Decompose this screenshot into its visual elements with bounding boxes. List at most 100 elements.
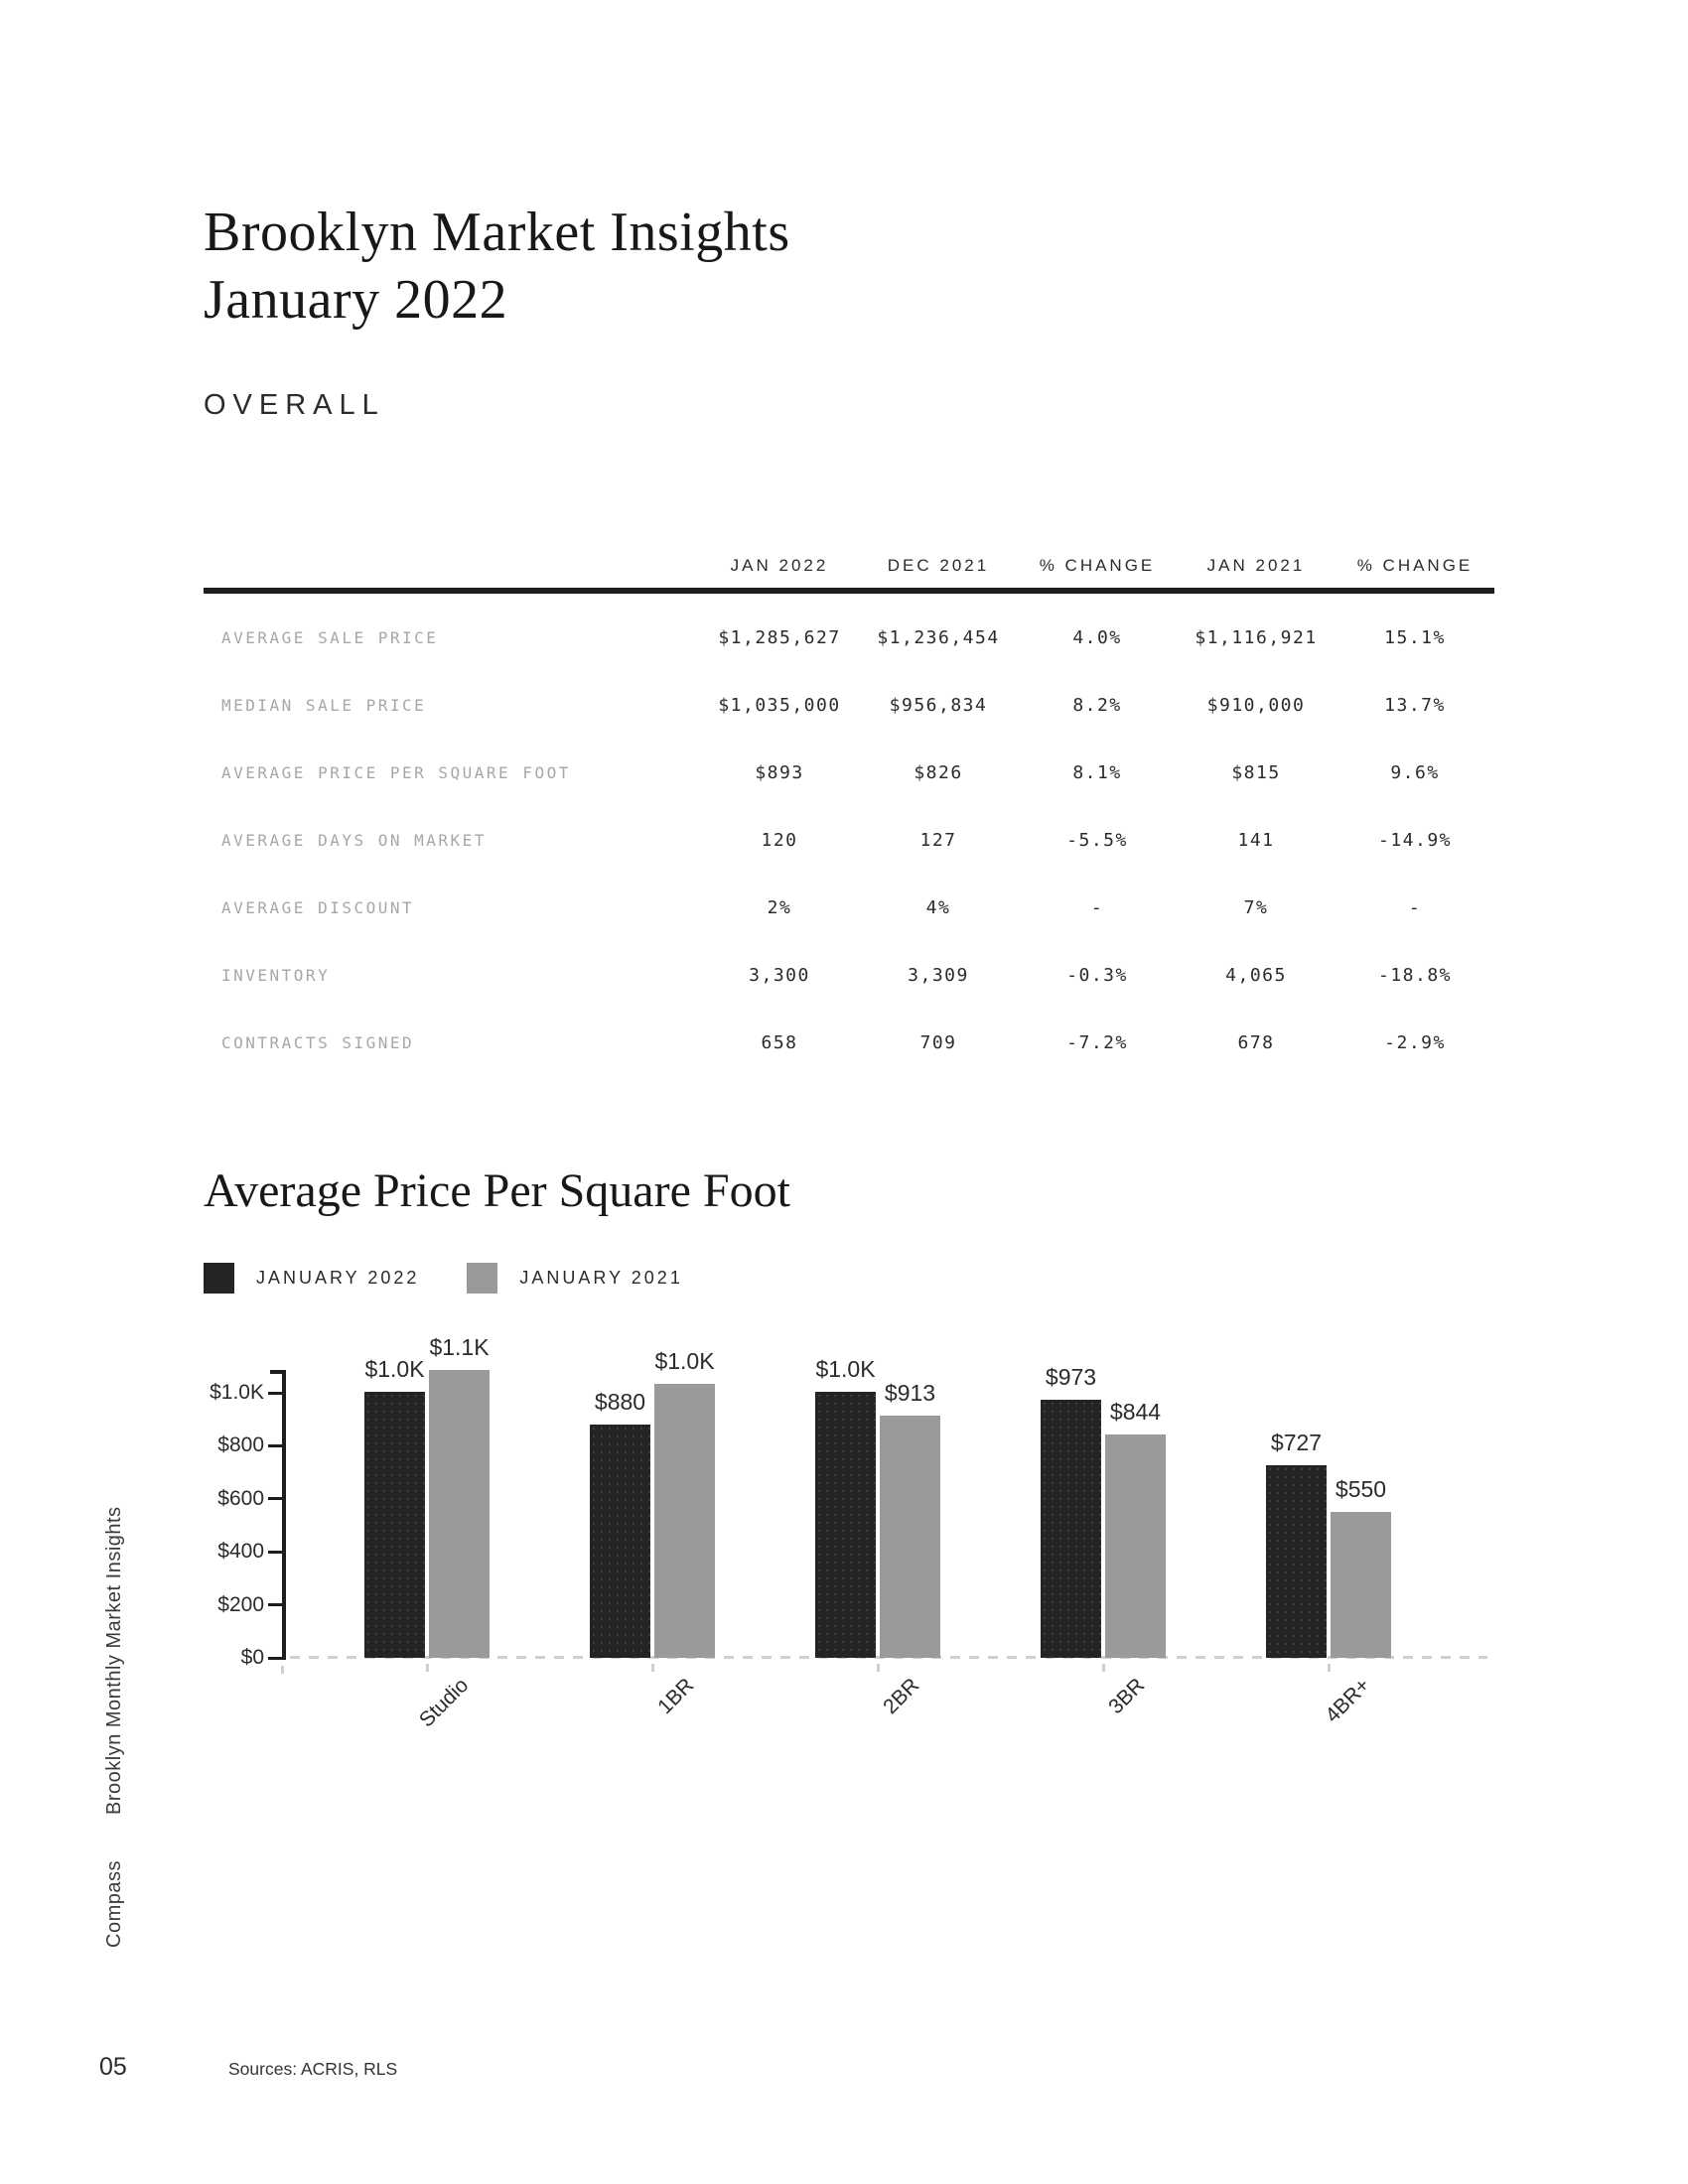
- legend-item-0: JANUARY 2022: [204, 1263, 419, 1294]
- row-value-2: 8.1%: [1072, 761, 1122, 783]
- bar-value-label: $727: [1270, 1430, 1323, 1455]
- sidebar-vertical-title: Brooklyn Monthly Market Insights: [103, 1506, 125, 1815]
- row-value-3: 4,065: [1225, 964, 1287, 986]
- bar-3br-jan2022: [1041, 1400, 1101, 1658]
- page-title: Brooklyn Market Insights January 2022: [204, 199, 790, 334]
- table-column-header-0: JAN 2022: [730, 556, 829, 575]
- bar-studio-jan2022: [364, 1392, 425, 1658]
- row-value-3: $1,116,921: [1195, 626, 1318, 648]
- row-value-2: 8.2%: [1072, 694, 1122, 716]
- row-value-4: -2.9%: [1384, 1031, 1446, 1053]
- y-axis-tick: [268, 1656, 282, 1660]
- bar-value-label: $1.1K: [429, 1334, 490, 1360]
- table-row: AVERAGE DISCOUNT 2% 4% - 7% -: [204, 874, 1494, 941]
- row-value-2: -7.2%: [1066, 1031, 1128, 1053]
- y-axis-tick-label: $400: [217, 1540, 264, 1564]
- category-tick: [651, 1664, 654, 1672]
- row-value-4: -: [1408, 896, 1422, 918]
- table-column-header-4: % CHANGE: [1356, 556, 1474, 575]
- row-value-2: -0.3%: [1066, 964, 1128, 986]
- category-label: 2BR: [879, 1674, 924, 1719]
- row-label: AVERAGE DAYS ON MARKET: [221, 830, 487, 850]
- bar-value-label: $1.0K: [815, 1356, 876, 1382]
- bar-value-label: $550: [1335, 1476, 1387, 1502]
- table-row: AVERAGE SALE PRICE $1,285,627 $1,236,454 4.…: [204, 604, 1494, 671]
- row-value-0: 2%: [767, 896, 792, 918]
- section-label: OVERALL: [204, 389, 385, 421]
- row-value-4: -14.9%: [1377, 829, 1453, 851]
- bar-chart: $0 $200 $400 $600 $800 $1.0K $1.0K $1.1K Studio $…: [139, 1330, 1628, 1767]
- row-value-1: 3,309: [908, 964, 969, 986]
- bar-value-label: $1.0K: [364, 1356, 425, 1382]
- row-value-3: 7%: [1243, 896, 1269, 918]
- bar-value-label: $880: [594, 1389, 646, 1415]
- table-row: AVERAGE DAYS ON MARKET 120 127 -5.5% 141 -14.…: [204, 806, 1494, 874]
- legend-swatch-icon: [204, 1263, 234, 1294]
- bar-value-label: $844: [1109, 1399, 1162, 1425]
- row-value-2: -5.5%: [1066, 829, 1128, 851]
- y-axis-line: [282, 1370, 286, 1660]
- row-value-3: $815: [1231, 761, 1281, 783]
- y-axis-tick: [268, 1550, 282, 1554]
- y-axis-tick-label: $600: [217, 1486, 264, 1510]
- overall-metrics-table: JAN 2022 DEC 2021 % CHANGE JAN 2021 % CHANGE…: [204, 524, 1494, 1076]
- row-value-0: 3,300: [749, 964, 810, 986]
- y-axis-tick: [268, 1603, 282, 1607]
- row-value-3: $910,000: [1206, 694, 1306, 716]
- row-value-0: 658: [761, 1031, 798, 1053]
- row-value-2: -: [1090, 896, 1104, 918]
- category-tick: [1102, 1664, 1105, 1672]
- page-title-line1: Brooklyn Market Insights: [204, 202, 790, 263]
- bar-4brplus-jan2021: [1331, 1512, 1391, 1658]
- row-value-1: $956,834: [889, 694, 988, 716]
- y-axis-tick-label: $800: [217, 1433, 264, 1457]
- row-label: AVERAGE DISCOUNT: [221, 897, 415, 917]
- category-tick: [426, 1664, 429, 1672]
- y-axis-tick: [268, 1497, 282, 1501]
- sidebar-vertical-brand: Compass: [103, 1860, 125, 1948]
- row-value-1: $826: [914, 761, 963, 783]
- row-value-3: 678: [1237, 1031, 1275, 1053]
- row-label: CONTRACTS SIGNED: [221, 1032, 415, 1052]
- page-title-line2: January 2022: [204, 269, 508, 331]
- row-value-4: 13.7%: [1384, 694, 1446, 716]
- bar-3br-jan2021: [1105, 1434, 1166, 1658]
- legend-label: JANUARY 2022: [256, 1268, 420, 1288]
- bar-value-label: $973: [1045, 1364, 1097, 1390]
- row-value-4: 15.1%: [1384, 626, 1446, 648]
- row-label: AVERAGE SALE PRICE: [221, 627, 439, 647]
- table-row: CONTRACTS SIGNED 658 709 -7.2% 678 -2.9%: [204, 1009, 1494, 1076]
- table-body: AVERAGE SALE PRICE $1,285,627 $1,236,454 4.…: [204, 594, 1494, 1076]
- row-value-4: -18.8%: [1377, 964, 1453, 986]
- category-label: 3BR: [1104, 1674, 1150, 1719]
- row-value-4: 9.6%: [1390, 761, 1440, 783]
- table-header-rule: [204, 588, 1494, 594]
- chart-title: Average Price Per Square Foot: [204, 1164, 790, 1217]
- table-row: MEDIAN SALE PRICE $1,035,000 $956,834 8.2% $…: [204, 671, 1494, 739]
- row-value-1: $1,236,454: [877, 626, 1000, 648]
- y-axis-tick: [268, 1443, 282, 1447]
- row-label: AVERAGE PRICE PER SQUARE FOOT: [221, 762, 571, 782]
- y-axis-tick: [268, 1391, 282, 1395]
- category-label: Studio: [414, 1674, 474, 1732]
- legend-label: JANUARY 2021: [519, 1268, 683, 1288]
- bar-value-label: $1.0K: [654, 1348, 715, 1374]
- category-tick: [1328, 1664, 1331, 1672]
- row-value-1: 127: [919, 829, 957, 851]
- table-column-header-1: DEC 2021: [887, 556, 990, 575]
- row-value-3: 141: [1237, 829, 1275, 851]
- sources-note: Sources: ACRIS, RLS: [228, 2059, 398, 2079]
- row-value-0: $1,285,627: [718, 626, 841, 648]
- bar-2br-jan2021: [880, 1416, 940, 1658]
- category-tick: [877, 1664, 880, 1672]
- row-label: MEDIAN SALE PRICE: [221, 695, 427, 715]
- table-header-row: JAN 2022 DEC 2021 % CHANGE JAN 2021 % CHANGE: [204, 524, 1494, 588]
- y-axis-top-cap: [270, 1370, 286, 1374]
- y-axis-tick-label: $200: [217, 1592, 264, 1616]
- page-number: 05: [99, 2053, 127, 2081]
- table-row: AVERAGE PRICE PER SQUARE FOOT $893 $826 8.1…: [204, 739, 1494, 806]
- table-column-header-2: % CHANGE: [1039, 556, 1156, 575]
- row-value-1: 4%: [925, 896, 951, 918]
- bar-2br-jan2022: [815, 1392, 876, 1658]
- bar-value-label: $913: [884, 1380, 936, 1406]
